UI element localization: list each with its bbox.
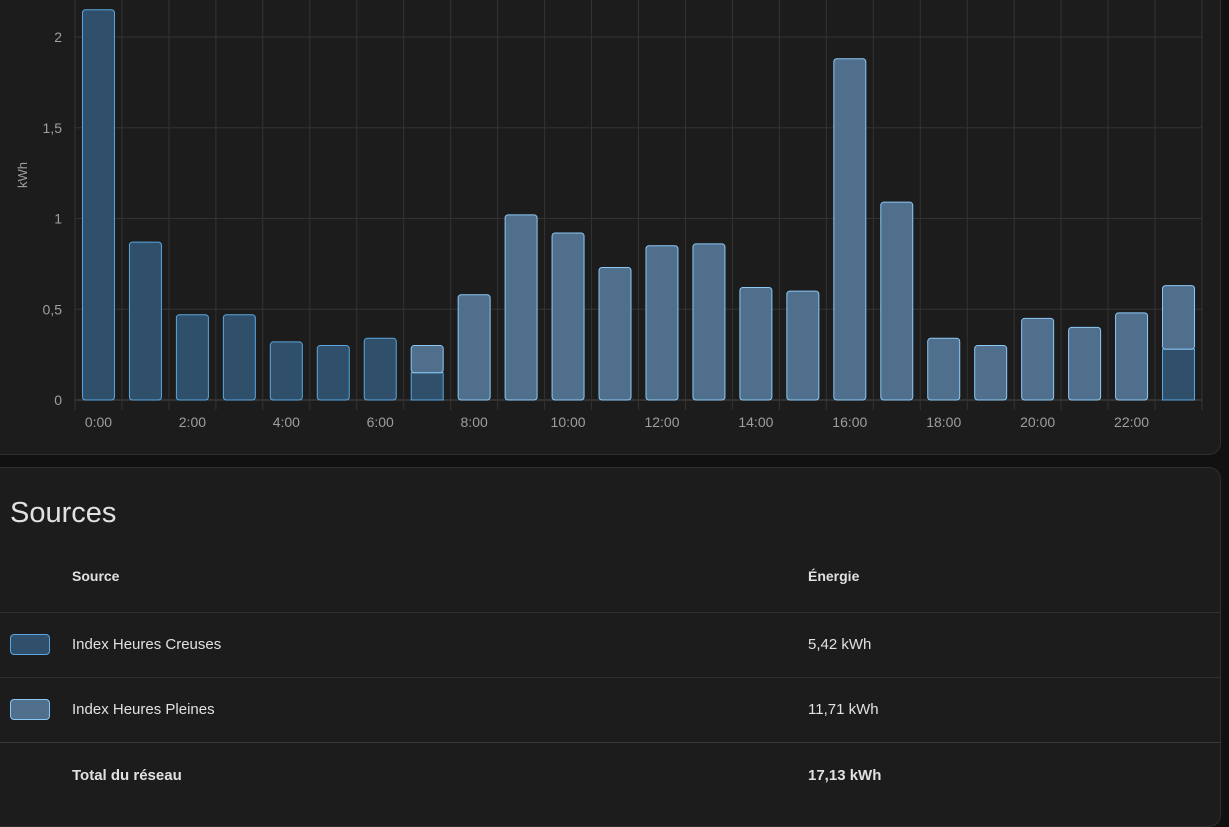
y-tick-label: 2 xyxy=(54,29,62,45)
bar-group-0:00[interactable] xyxy=(81,9,115,401)
bar-heures-pleines[interactable] xyxy=(457,294,491,401)
source-name: Index Heures Pleines xyxy=(72,701,215,718)
bar-heures-pleines[interactable] xyxy=(551,232,585,401)
bar-heures-pleines[interactable] xyxy=(410,345,444,374)
bar-group-19:00[interactable] xyxy=(974,345,1008,401)
bar-heures-creuses[interactable] xyxy=(128,241,162,401)
chart-bars xyxy=(81,9,1196,401)
bar-heures-pleines[interactable] xyxy=(786,290,820,401)
source-energy: 11,71 kWh xyxy=(808,701,879,718)
bar-heures-pleines[interactable] xyxy=(880,201,914,401)
bar-group-20:00[interactable] xyxy=(1021,317,1055,401)
y-axis-title: kWh xyxy=(15,162,30,188)
x-tick-label: 18:00 xyxy=(926,414,961,430)
x-tick-label: 0:00 xyxy=(85,414,112,430)
bar-group-2:00[interactable] xyxy=(175,314,209,401)
header-energy[interactable]: Énergie xyxy=(808,568,860,584)
bar-group-12:00[interactable] xyxy=(645,245,679,401)
total-energy: 17,13 kWh xyxy=(808,767,882,784)
bar-heures-creuses[interactable] xyxy=(316,345,350,401)
bar-heures-pleines[interactable] xyxy=(974,345,1008,401)
bar-group-22:00[interactable] xyxy=(1115,312,1149,401)
x-tick-label: 20:00 xyxy=(1020,414,1055,430)
bar-heures-pleines[interactable] xyxy=(1021,317,1055,401)
table-divider xyxy=(0,742,1221,743)
bar-heures-creuses[interactable] xyxy=(363,337,397,401)
bar-group-5:00[interactable] xyxy=(316,345,350,401)
x-tick-label: 12:00 xyxy=(644,414,679,430)
x-tick-label: 6:00 xyxy=(367,414,394,430)
bar-group-10:00[interactable] xyxy=(551,232,585,401)
bar-heures-pleines[interactable] xyxy=(739,286,773,401)
bar-heures-creuses[interactable] xyxy=(175,314,209,401)
bar-group-23:00[interactable] xyxy=(1162,285,1196,401)
bar-heures-pleines[interactable] xyxy=(692,243,726,401)
bar-group-7:00[interactable] xyxy=(410,345,444,401)
source-energy: 5,42 kWh xyxy=(808,636,872,653)
total-label: Total du réseau xyxy=(72,767,182,784)
bar-heures-creuses[interactable] xyxy=(1162,348,1196,401)
bar-heures-pleines[interactable] xyxy=(1115,312,1149,401)
bar-group-9:00[interactable] xyxy=(504,214,538,401)
bar-heures-pleines[interactable] xyxy=(598,267,632,401)
x-tick-label: 16:00 xyxy=(832,414,867,430)
chart-grid xyxy=(74,0,1203,410)
header-source[interactable]: Source xyxy=(72,568,120,584)
bar-group-21:00[interactable] xyxy=(1068,326,1102,401)
bar-group-4:00[interactable] xyxy=(269,341,303,401)
bar-heures-creuses[interactable] xyxy=(81,9,115,401)
x-tick-label: 14:00 xyxy=(738,414,773,430)
bar-heures-pleines[interactable] xyxy=(1162,285,1196,350)
bar-group-1:00[interactable] xyxy=(128,241,162,401)
bar-group-15:00[interactable] xyxy=(786,290,820,401)
table-divider xyxy=(0,612,1221,613)
sources-card xyxy=(0,467,1221,827)
bar-group-8:00[interactable] xyxy=(457,294,491,401)
bar-heures-pleines[interactable] xyxy=(833,58,867,401)
x-tick-label: 8:00 xyxy=(461,414,488,430)
source-color-swatch-pleines xyxy=(10,699,50,720)
source-color-swatch-creuses xyxy=(10,634,50,655)
bar-group-14:00[interactable] xyxy=(739,286,773,401)
y-tick-label: 1 xyxy=(54,211,62,227)
bar-group-13:00[interactable] xyxy=(692,243,726,401)
energy-usage-chart: 0 0,5 1 1,5 2 kWh 0:00 2:00 4:00 6:00 8:00 10:00 12:… xyxy=(15,0,1203,430)
y-tick-label: 1,5 xyxy=(43,120,63,136)
y-tick-label: 0,5 xyxy=(43,301,63,317)
bar-group-16:00[interactable] xyxy=(833,58,867,401)
bar-heures-creuses[interactable] xyxy=(410,372,444,401)
table-divider xyxy=(0,677,1221,678)
x-tick-label: 10:00 xyxy=(551,414,586,430)
bar-heures-pleines[interactable] xyxy=(1068,326,1102,401)
bar-heures-pleines[interactable] xyxy=(504,214,538,401)
bar-group-3:00[interactable] xyxy=(222,314,256,401)
bar-heures-creuses[interactable] xyxy=(269,341,303,401)
y-tick-label: 0 xyxy=(54,392,62,408)
bar-group-6:00[interactable] xyxy=(363,337,397,401)
bar-heures-creuses[interactable] xyxy=(222,314,256,401)
sources-title: Sources xyxy=(10,497,117,529)
bar-group-18:00[interactable] xyxy=(927,337,961,401)
x-tick-label: 2:00 xyxy=(179,414,206,430)
x-tick-label: 4:00 xyxy=(273,414,300,430)
chart-axes: 0 0,5 1 1,5 2 kWh 0:00 2:00 4:00 6:00 8:00 10:00 12:… xyxy=(15,29,1149,430)
x-tick-label: 22:00 xyxy=(1114,414,1149,430)
bar-heures-pleines[interactable] xyxy=(927,337,961,401)
bar-group-11:00[interactable] xyxy=(598,267,632,401)
bar-heures-pleines[interactable] xyxy=(645,245,679,401)
bar-group-17:00[interactable] xyxy=(880,201,914,401)
source-name: Index Heures Creuses xyxy=(72,636,222,653)
